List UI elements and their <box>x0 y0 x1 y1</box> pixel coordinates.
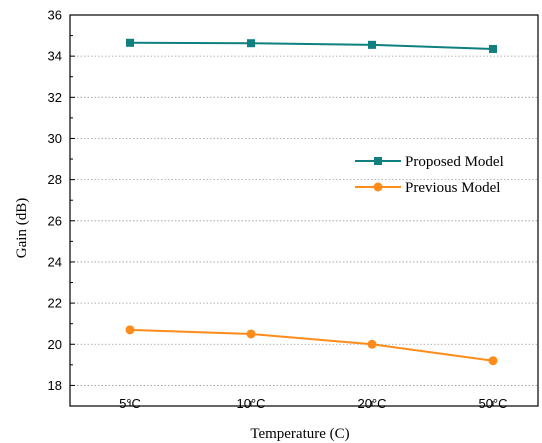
series-line-2 <box>129 328 494 362</box>
series-layer <box>125 38 498 366</box>
y-tick-label: 36 <box>48 8 62 23</box>
y-tick-label: 28 <box>48 172 62 187</box>
legend-marker <box>374 157 382 165</box>
data-point <box>247 39 255 48</box>
y-tick-label: 18 <box>48 378 62 393</box>
grid <box>70 55 538 386</box>
y-axis-label: Gain (dB) <box>14 198 30 258</box>
data-point <box>368 40 376 49</box>
x-tick-label: 10°C <box>236 396 265 411</box>
ticks: 18 20 22 24 26 28 30 32 34 36 5°C 10°C 20°C 50°C <box>48 8 508 412</box>
legend-label: Proposed Model <box>405 154 504 170</box>
data-point <box>125 325 135 335</box>
x-tick-label: 50°C <box>478 396 507 411</box>
y-tick-label: 24 <box>48 254 62 269</box>
y-tick-label: 20 <box>48 337 62 352</box>
y-tick-label: 30 <box>48 131 62 146</box>
plot-frame <box>69 14 539 407</box>
y-tick-label: 32 <box>48 90 62 105</box>
x-tick-label: 5°C <box>119 396 141 411</box>
x-axis-label: Temperature (C) <box>250 426 349 442</box>
y-tick-label: 34 <box>48 49 62 64</box>
data-point <box>488 356 498 366</box>
data-point <box>126 38 134 47</box>
y-tick-label: 26 <box>48 213 62 228</box>
series-line-1 <box>129 41 494 50</box>
legend: Proposed Model Previous Model <box>355 154 504 196</box>
y-tick-label: 22 <box>48 296 62 311</box>
data-point <box>246 329 256 339</box>
data-point <box>489 44 497 53</box>
legend-label: Previous Model <box>405 180 500 196</box>
data-point <box>367 339 377 349</box>
x-tick-label: 20°C <box>357 396 386 411</box>
legend-marker <box>373 182 383 192</box>
axes <box>69 14 539 407</box>
